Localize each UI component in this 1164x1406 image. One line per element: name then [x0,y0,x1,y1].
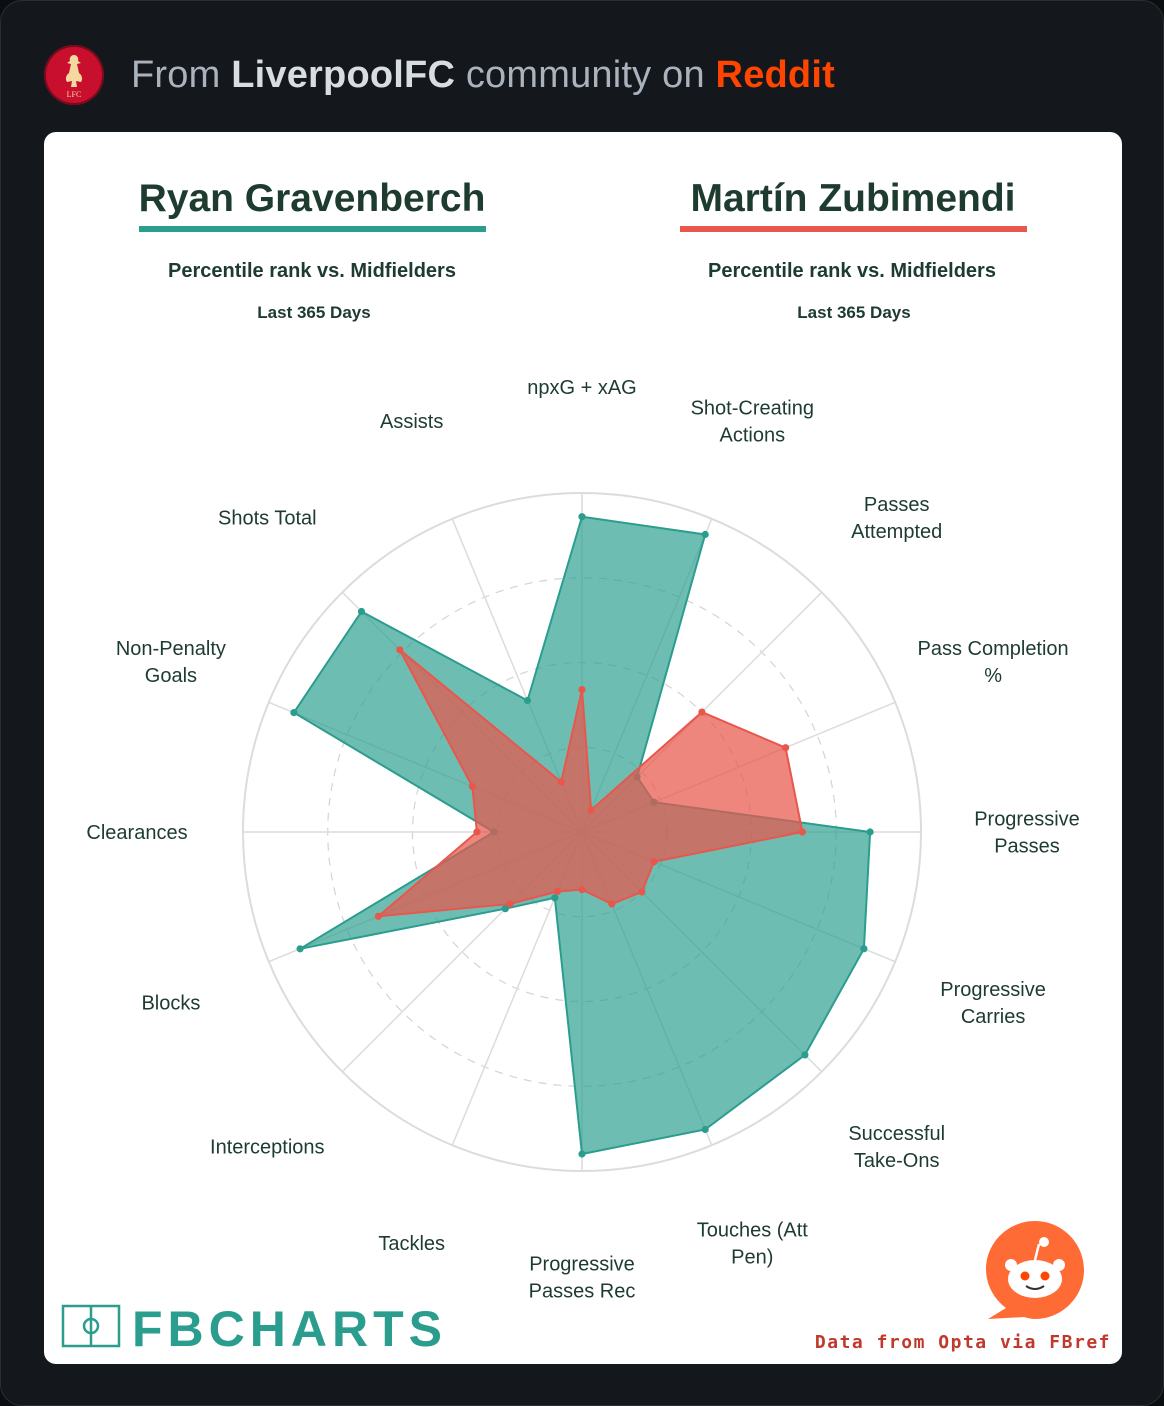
axis-label: Shots Total [218,507,317,529]
series-1-point [801,1051,809,1059]
series-1-point [551,894,559,902]
player2-subtitle: Percentile rank vs. Midfielders [708,260,996,282]
axis-label: Shot-Creating Actions [691,397,814,446]
axis-label: Tackles [378,1233,445,1255]
axis-label: Assists [380,411,443,433]
fbcharts-logo[interactable]: FBCHARTS [61,1301,447,1357]
post-source-line: From LiverpoolFC community on Reddit [131,54,835,97]
data-credit: Data from Opta via FBref [815,1332,1111,1353]
brand-text: FBCHARTS [132,1301,447,1357]
liverbird-icon: LFC [65,55,83,99]
series-1-point [523,696,532,705]
series-2-point [638,888,646,896]
axis-label: Pass Completion% [918,638,1069,687]
axis-label: Interceptions [210,1137,325,1159]
post-header: LFC From LiverpoolFC community on Reddit [44,45,835,105]
radar-series [290,513,874,1158]
series-1-point [578,1150,586,1158]
series-2-point [553,887,561,896]
series-2-point [782,744,790,752]
series-1-point [578,513,586,521]
series-1-point [357,607,366,616]
player1-subtitle: Percentile rank vs. Midfielders [168,260,456,282]
reddit-snoo-icon[interactable] [984,1219,1086,1321]
axis-label: Successful Take-Ons [848,1123,945,1172]
axis-label: Progressive Passes [974,809,1080,858]
player2-name: Martín Zubimendi [691,177,1016,220]
series-2-point [557,778,565,786]
source-prefix: From [131,53,232,96]
series-1-point [866,828,874,836]
axis-label: Blocks [141,992,200,1014]
series-2-point [587,806,595,814]
liverpool-crest-icon[interactable]: LFC [44,45,104,105]
player1-underline [139,226,486,232]
player1-name: Ryan Gravenberch [139,177,486,220]
player1-period: Last 365 Days [257,303,370,322]
series-1-point [701,530,709,539]
series-2-point [374,912,382,920]
series-2-point [608,900,616,908]
player2-underline [680,226,1027,232]
source-middle: community on [455,53,716,96]
series-2-point [396,646,404,654]
community-link[interactable]: LiverpoolFC [231,53,456,96]
axis-label: Passes Attempted [851,494,942,543]
series-1-point [860,945,868,953]
series-2-point [578,686,586,694]
platform-link[interactable]: Reddit [715,53,835,96]
series-2-point [473,828,481,836]
crest-text: LFC [67,90,82,99]
series-2-point [506,900,514,908]
pitch-icon-circle [82,1317,100,1335]
axis-labels: npxG + xAG Shot-Creating Actions Passes Atte… [86,377,1079,1303]
series-2-point [650,858,658,866]
player2-period: Last 365 Days [797,303,910,322]
series-1-point [701,1125,709,1134]
series-1-point [296,945,304,953]
axis-label: Progressive Passes Rec [529,1254,636,1303]
series-2-point [468,783,476,791]
axis-label: npxG + xAG [527,377,637,399]
series-2-point [698,708,706,716]
axis-label: Touches (Att Pen) [697,1220,809,1269]
series-1-point [290,709,298,717]
series-2-point [578,886,586,894]
radar-chart: Ryan Gravenberch Percentile rank vs. Mid… [61,177,1111,1357]
axis-label: Progressive Carries [940,979,1046,1028]
axis-label: Non-Penalty Goals [116,638,226,687]
series-1-point [501,905,509,913]
chart-card[interactable]: Ryan Gravenberch Percentile rank vs. Mid… [44,132,1122,1364]
axis-label: Clearances [86,822,187,844]
series-2-point [798,828,807,836]
